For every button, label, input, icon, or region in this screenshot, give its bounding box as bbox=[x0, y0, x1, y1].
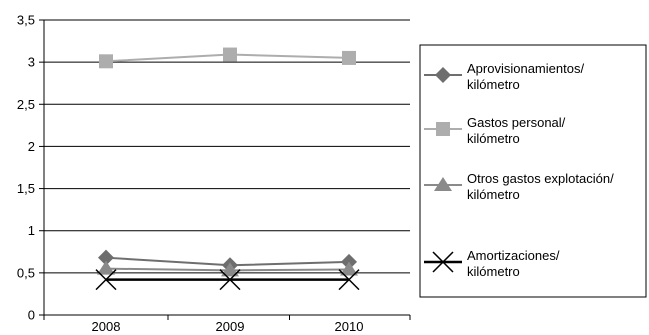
y-axis-ticks: 0 0,5 1 1,5 2 2,5 3 3,5 bbox=[17, 13, 35, 323]
legend-marker bbox=[432, 251, 454, 273]
legend-marker bbox=[436, 122, 450, 136]
legend-label: kilómetro bbox=[467, 187, 520, 202]
y-tick-label: 0,5 bbox=[17, 265, 35, 280]
data-point bbox=[95, 269, 117, 291]
legend-marker bbox=[434, 177, 452, 191]
y-tick-label: 3 bbox=[28, 55, 35, 70]
legend-label: Aprovisionamientos/ bbox=[467, 61, 584, 76]
y-tick-label: 3,5 bbox=[17, 13, 35, 28]
data-point bbox=[98, 249, 114, 266]
axes bbox=[39, 19, 411, 320]
data-point bbox=[219, 269, 241, 291]
y-tick-label: 0 bbox=[28, 308, 35, 323]
x-axis-ticks: 2008 2009 2010 bbox=[92, 319, 364, 334]
data-point bbox=[223, 47, 237, 62]
y-tick-label: 1,5 bbox=[17, 181, 35, 196]
legend-marker bbox=[435, 67, 451, 83]
plot-series bbox=[95, 47, 360, 291]
data-point bbox=[338, 269, 360, 291]
legend-label: Gastos personal/ bbox=[467, 115, 566, 130]
legend-label: kilómetro bbox=[467, 77, 520, 92]
data-point bbox=[221, 262, 239, 277]
legend-label: Otros gastos explotación/ bbox=[467, 171, 614, 186]
data-point bbox=[342, 50, 356, 65]
y-tick-label: 2,5 bbox=[17, 97, 35, 112]
data-point bbox=[97, 260, 115, 275]
legend-label: Amortizaciones/ bbox=[467, 248, 560, 263]
x-tick-label: 2008 bbox=[92, 319, 121, 334]
data-point bbox=[340, 261, 358, 276]
x-tick-label: 2009 bbox=[216, 319, 245, 334]
legend-box bbox=[419, 44, 647, 298]
x-tick-label: 2010 bbox=[335, 319, 364, 334]
legend-label: kilómetro bbox=[467, 264, 520, 279]
data-point bbox=[99, 54, 113, 69]
y-tick-label: 1 bbox=[28, 223, 35, 238]
legend-label: kilómetro bbox=[467, 131, 520, 146]
y-tick-label: 2 bbox=[28, 139, 35, 154]
